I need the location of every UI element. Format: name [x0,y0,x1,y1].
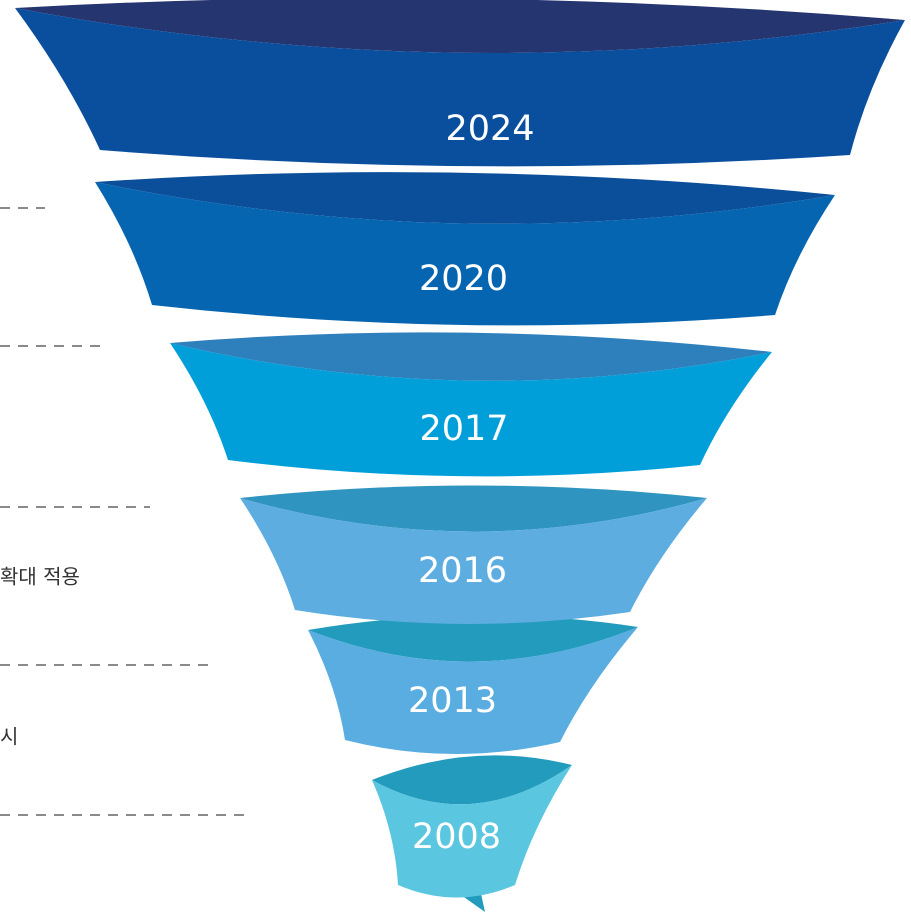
ribbon-front [308,627,638,755]
ribbons: 2008 2013 2016 2017 2020 2024 [15,0,905,912]
ribbon-back [240,485,707,532]
ribbon-front [15,8,905,167]
ribbon-back [308,615,638,662]
ribbon-back [372,755,572,805]
tier-label: 2013 [408,681,497,721]
ribbon-back [15,0,905,53]
ribbon-front [170,343,772,477]
guides [0,207,250,816]
ribbon-front [372,765,572,898]
tier-label: 2016 [418,551,507,591]
tier-label: 2020 [419,259,508,299]
note: 확대 적용 [0,565,80,589]
tier-label: 2024 [445,109,534,149]
note: 시 [0,725,18,749]
tier-label: 2017 [419,409,508,449]
ribbon-front [240,498,707,625]
ribbon-back [170,332,772,381]
ribbon-front [95,182,835,326]
tier-label: 2008 [412,817,501,857]
ribbon-back [95,172,835,224]
